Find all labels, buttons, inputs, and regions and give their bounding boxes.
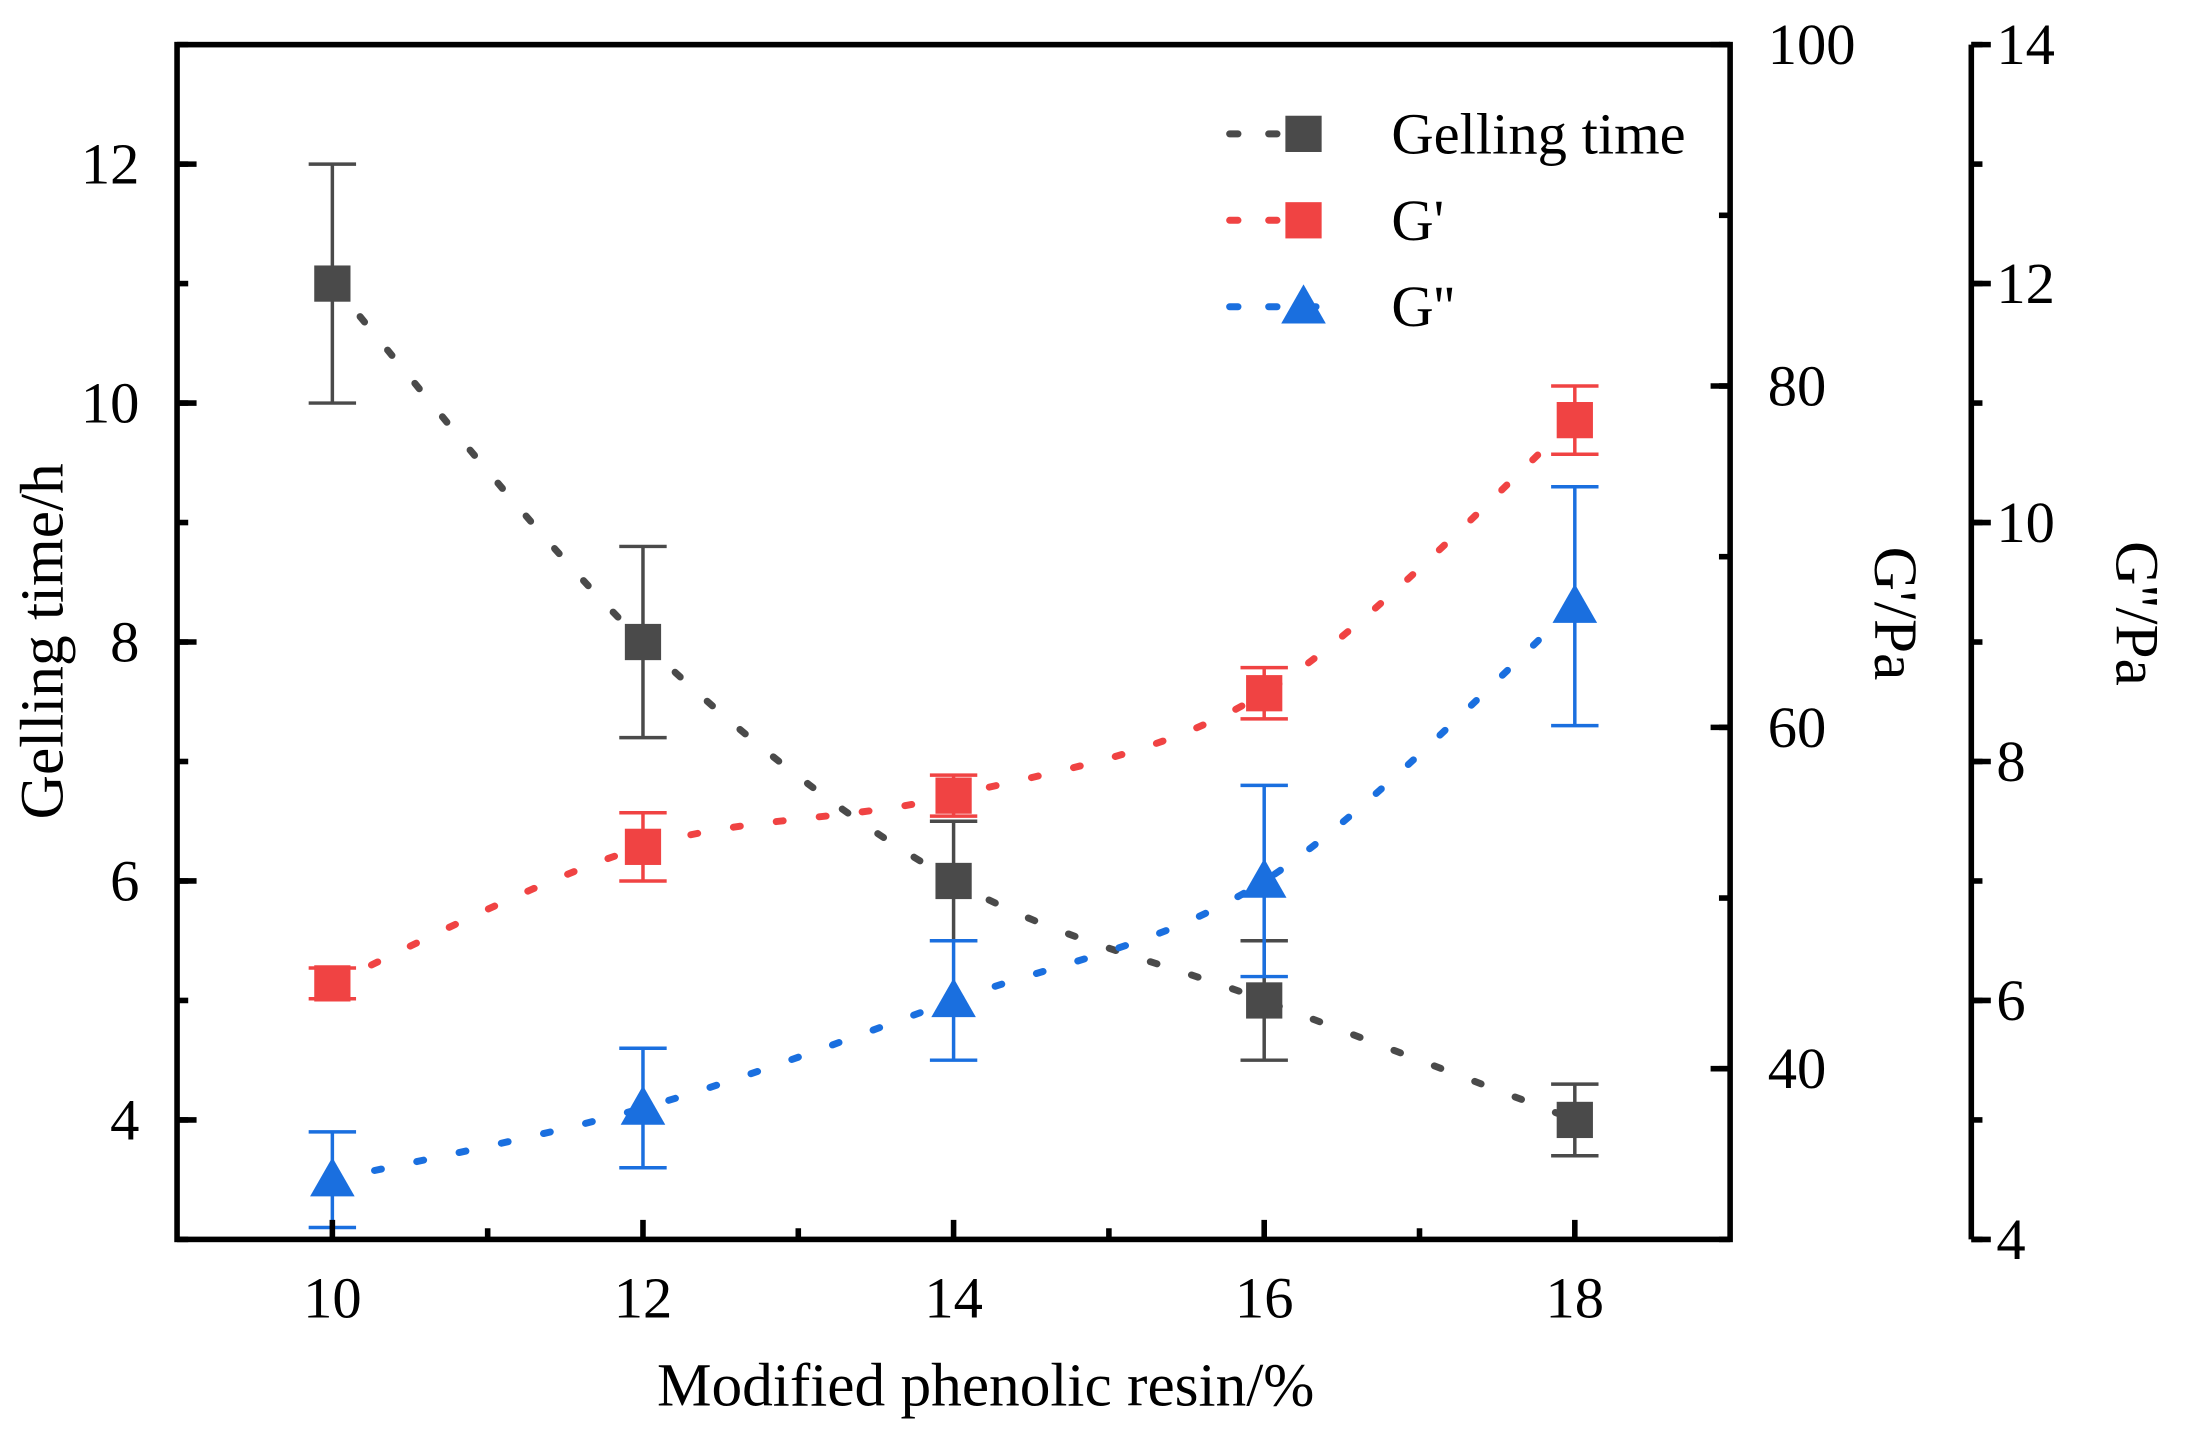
y-tick-label: 8	[110, 610, 139, 675]
series-g	[308, 484, 1599, 1230]
y-tick-label: 6	[110, 848, 139, 913]
fit-curve	[328, 416, 1579, 987]
data-point	[314, 265, 351, 302]
x-tick-label: 12	[614, 1265, 673, 1330]
legend-label: G'	[1391, 188, 1444, 253]
fit-curve	[328, 280, 1579, 1124]
legend-marker	[1281, 284, 1326, 324]
right2-axis-label: G''/Pa	[2102, 541, 2170, 686]
data-point	[935, 777, 972, 814]
series-g	[308, 384, 1599, 1002]
y-tick-label: 14	[1996, 12, 2055, 77]
data-point	[1241, 858, 1287, 898]
legend-marker	[1285, 115, 1322, 152]
x-tick-label: 18	[1546, 1265, 1605, 1330]
right1-axis-label: G'/Pa	[1861, 547, 1929, 681]
data-point	[624, 828, 662, 865]
legend-label: G''	[1391, 274, 1454, 339]
data-point	[1246, 675, 1283, 712]
y-tick-label: 12	[81, 132, 140, 197]
x-tick-label: 16	[1235, 1265, 1294, 1330]
data-point	[1556, 1101, 1593, 1139]
left-axis-label: Gelling time/h	[9, 463, 77, 819]
y-tick-label: 4	[110, 1087, 139, 1152]
legend-label: Gelling time	[1391, 101, 1685, 166]
y-tick-label: 6	[1996, 968, 2025, 1033]
data-point	[1556, 402, 1593, 439]
y-tick-label: 80	[1768, 354, 1827, 419]
y-tick-label: 100	[1768, 12, 1856, 77]
data-point	[620, 1085, 666, 1125]
data-point	[935, 862, 972, 900]
axes: 10 12 14 16 18 4 6 8 10 12 40 60 80 100 4 6 8 10 12 14	[81, 12, 2055, 1330]
x-tick-label: 10	[303, 1265, 362, 1330]
data-point	[624, 623, 662, 661]
data-point	[931, 978, 976, 1018]
data-point	[1246, 982, 1283, 1019]
y-tick-label: 4	[1996, 1207, 2025, 1272]
plot-area	[308, 162, 1599, 1230]
data-point	[1552, 583, 1598, 623]
y-tick-label: 40	[1768, 1036, 1827, 1101]
data-point	[314, 965, 351, 1002]
y-tick-label: 10	[81, 371, 140, 436]
y-tick-label: 10	[1996, 490, 2055, 555]
legend: Gelling time G' G''	[1226, 101, 1686, 339]
legend-marker	[1285, 202, 1322, 239]
data-point	[310, 1157, 355, 1197]
series-gellingtime	[308, 162, 1599, 1158]
y-tick-label: 60	[1768, 695, 1827, 760]
x-tick-label: 14	[924, 1265, 983, 1330]
x-axis-label: Modified phenolic resin/%	[657, 1351, 1314, 1419]
y-tick-label: 8	[1996, 729, 2025, 794]
y-tick-label: 12	[1996, 251, 2055, 316]
